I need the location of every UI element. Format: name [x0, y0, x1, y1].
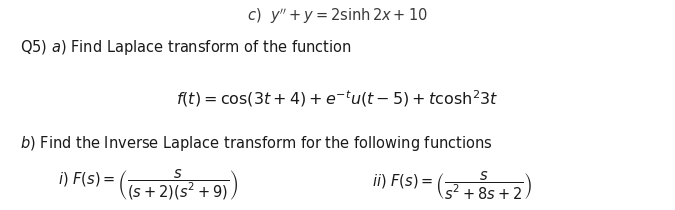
Text: Q5) $a$) Find Laplace transform of the function: Q5) $a$) Find Laplace transform of the f… [20, 38, 352, 57]
Text: $ii)\ F(s) = \left(\dfrac{s}{s^2+8s+2}\right)$: $ii)\ F(s) = \left(\dfrac{s}{s^2+8s+2}\r… [372, 169, 533, 202]
Text: $b$) Find the Inverse Laplace transform for the following functions: $b$) Find the Inverse Laplace transform … [20, 134, 493, 153]
Text: $c) \ \ y'' + y = 2\sinh 2x + 10$: $c) \ \ y'' + y = 2\sinh 2x + 10$ [247, 6, 428, 26]
Text: $f(t) = \cos(3t + 4) + e^{-t}u(t - 5) + t\cosh^{2}\!3t$: $f(t) = \cos(3t + 4) + e^{-t}u(t - 5) + … [176, 88, 499, 109]
Text: $i)\ F(s) = \left(\dfrac{s}{(s+2)(s^2+9)}\right)$: $i)\ F(s) = \left(\dfrac{s}{(s+2)(s^2+9)… [59, 167, 238, 202]
